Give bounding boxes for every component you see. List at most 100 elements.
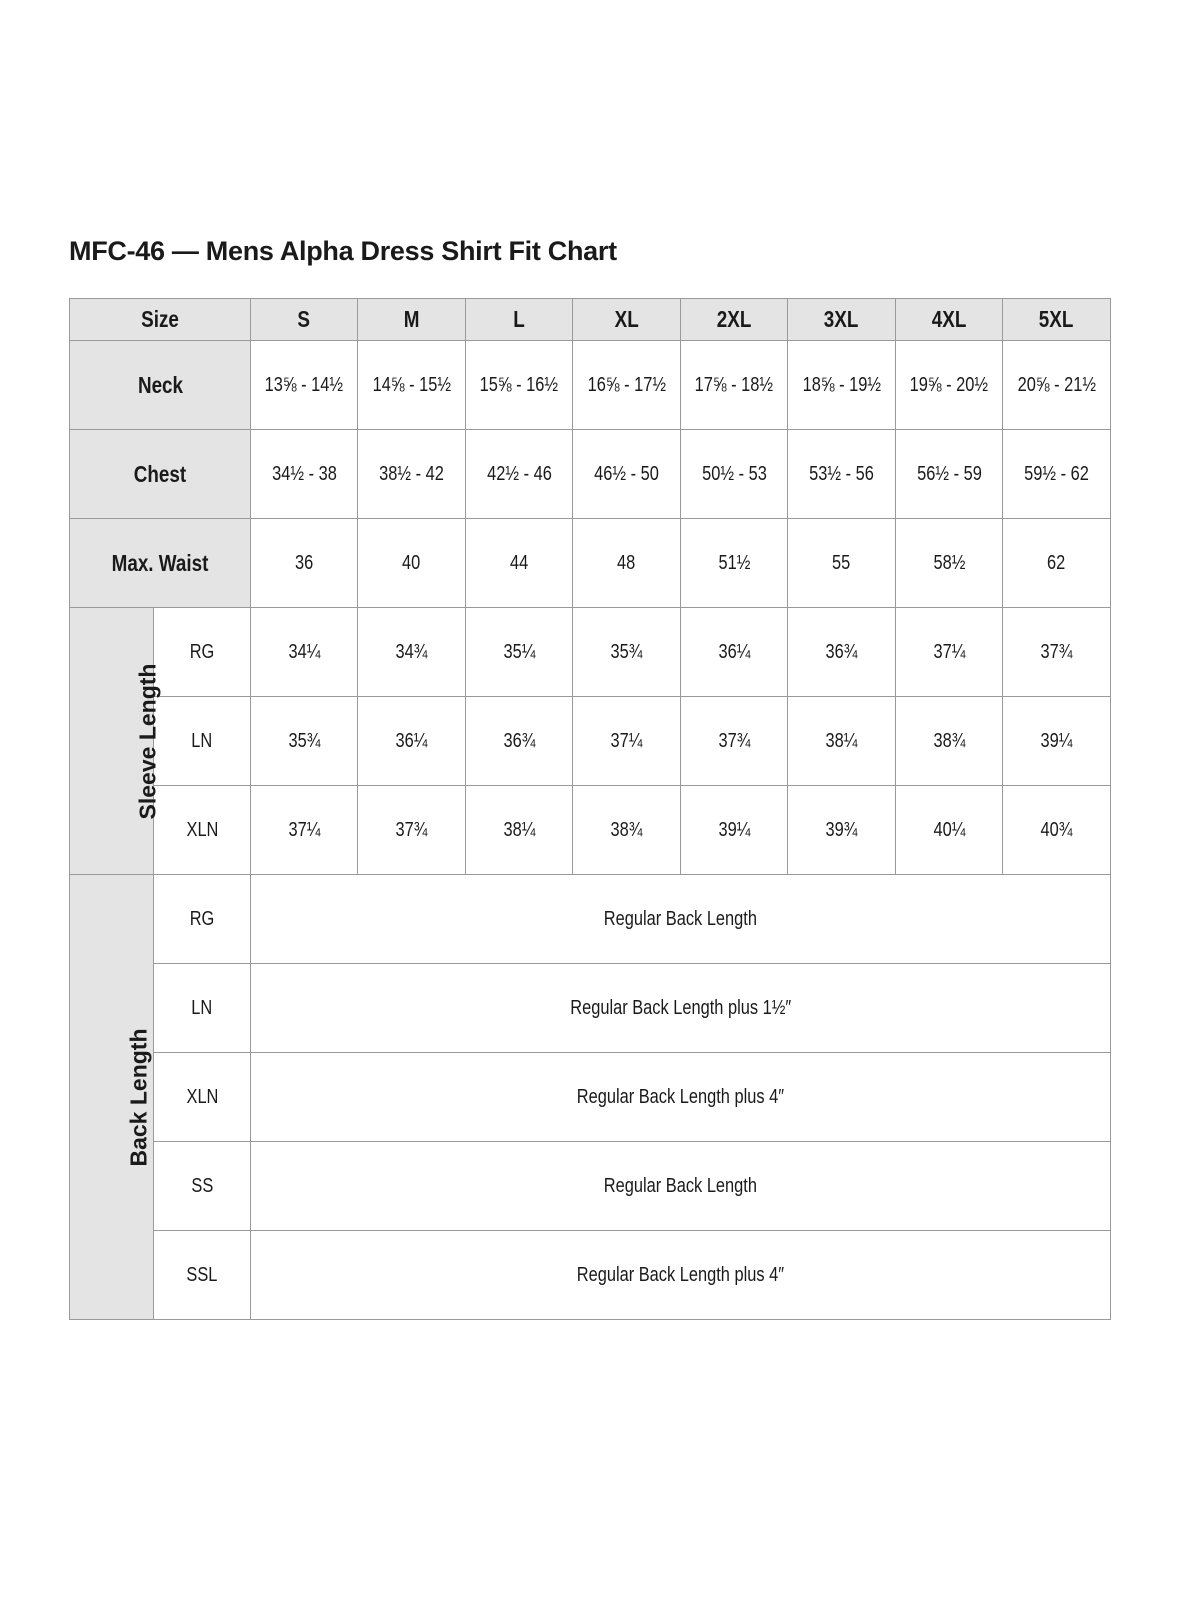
table-row: SS Regular Back Length: [70, 1141, 1111, 1231]
sleeve-cell: 36¾: [787, 607, 896, 697]
measurement-cell: 15⅝ - 16½: [465, 340, 573, 430]
measurement-cell-text: 40: [402, 551, 421, 574]
sleeve-cell-text: 38¾: [610, 818, 643, 841]
sleeve-cell-text: 35¾: [288, 729, 320, 752]
sleeve-cell: 35¾: [572, 607, 681, 697]
back-length-cell-text: Regular Back Length plus 1½″: [570, 996, 791, 1019]
table-row: LN 35¾ 36¼ 36¾ 37¼ 37¾ 38¼ 38¾ 39¼: [70, 696, 1111, 786]
back-fit-label: LN: [153, 963, 251, 1053]
row-label: Max. Waist: [69, 518, 251, 608]
back-length-cell: Regular Back Length: [250, 1141, 1111, 1231]
measurement-cell-text: 48: [617, 551, 636, 574]
sleeve-cell-text: 36¾: [825, 640, 858, 663]
measurement-cell: 46½ - 50: [572, 429, 681, 519]
sleeve-cell: 36¼: [680, 607, 788, 697]
back-length-cell-text: Regular Back Length: [603, 907, 758, 930]
sleeve-cell: 35¼: [465, 607, 573, 697]
sleeve-cell-text: 34¼: [288, 640, 320, 663]
measurement-cell: 48: [572, 518, 681, 608]
table-row: Sleeve Length RG 34¼ 34¾ 35¼ 35¾ 36¼ 36¾ 37¼ 37¾: [69, 607, 1111, 875]
sleeve-cell: 37¾: [1002, 607, 1111, 697]
sleeve-cell: 38¼: [787, 696, 896, 786]
sleeve-cell: 34¼: [250, 607, 358, 697]
measurement-cell-text: 53½ - 56: [809, 462, 874, 485]
size-column-header: XL: [572, 298, 681, 341]
size-column-header-text: 3XL: [824, 306, 859, 332]
measurement-cell: 59½ - 62: [1002, 429, 1111, 519]
sleeve-cell-text: 36¼: [395, 729, 428, 752]
back-fit-label: SS: [153, 1141, 251, 1231]
sleeve-cell-text: 38¼: [503, 818, 535, 841]
row-label: Neck: [69, 340, 251, 430]
sleeve-cell-text: 40¾: [1040, 818, 1073, 841]
sleeve-cell: 37¾: [680, 696, 788, 786]
measurement-cell: 36: [250, 518, 358, 608]
size-column-header: 5XL: [1002, 298, 1111, 341]
sleeve-cell-text: 38¼: [825, 729, 858, 752]
back-length-cell: Regular Back Length plus 4″: [250, 1052, 1111, 1142]
back-fit-label: SSL: [153, 1230, 251, 1320]
size-column-header-text: 5XL: [1039, 306, 1074, 332]
size-column-header-text: L: [513, 306, 525, 332]
measurement-cell: 56½ - 59: [895, 429, 1003, 519]
measurement-cell: 53½ - 56: [787, 429, 896, 519]
back-fit-label: RG: [153, 874, 251, 964]
measurement-cell: 14⅝ - 15½: [357, 340, 466, 430]
row-label-text: Max. Waist: [111, 549, 209, 576]
back-fit-label-text: SSL: [186, 1263, 218, 1286]
sleeve-cell: 38¼: [465, 785, 573, 875]
sleeve-fit-label-text: LN: [191, 729, 213, 752]
sleeve-cell: 39¼: [680, 785, 788, 875]
table-row: Max. Waist 36 40 44 48 51½ 55 58½ 62: [69, 518, 1111, 608]
sleeve-cell: 35¾: [250, 696, 358, 786]
sleeve-length-text: Sleeve Length: [134, 663, 161, 819]
sleeve-cell-text: 37¼: [610, 729, 643, 752]
measurement-cell-text: 17⅝ - 18½: [694, 373, 774, 396]
sleeve-cell-text: 36¼: [718, 640, 750, 663]
sleeve-cell-text: 40¼: [933, 818, 965, 841]
measurement-cell-text: 56½ - 59: [916, 462, 982, 485]
measurement-cell-text: 18⅝ - 19½: [802, 373, 881, 396]
back-fit-label-text: RG: [189, 907, 215, 930]
measurement-cell: 18⅝ - 19½: [787, 340, 896, 430]
measurement-cell: 62: [1002, 518, 1111, 608]
size-column-header-text: XL: [614, 306, 639, 332]
size-header: Size: [69, 298, 251, 341]
measurement-cell-text: 62: [1047, 551, 1066, 574]
size-column-header-text: 4XL: [931, 306, 967, 332]
table-row: XLN Regular Back Length plus 4″: [70, 1052, 1111, 1142]
measurement-cell-text: 38½ - 42: [379, 462, 444, 485]
back-fit-label: XLN: [153, 1052, 251, 1142]
sleeve-cell: 37¾: [357, 785, 466, 875]
back-length-cell-text: Regular Back Length plus 4″: [576, 1085, 785, 1108]
sleeve-fit-label-text: XLN: [186, 818, 218, 841]
measurement-cell: 51½: [680, 518, 788, 608]
measurement-cell: 16⅝ - 17½: [572, 340, 681, 430]
back-length-text: Back Length: [125, 1027, 152, 1167]
size-column-header: 3XL: [787, 298, 896, 341]
sleeve-fit-label-text: RG: [189, 640, 215, 663]
back-length-cell-text: Regular Back Length: [603, 1174, 758, 1197]
measurement-cell: 34½ - 38: [250, 429, 358, 519]
back-length-cell-text: Regular Back Length plus 4″: [576, 1263, 785, 1286]
sleeve-cell-text: 34¾: [395, 640, 428, 663]
sleeve-cell-text: 38¾: [933, 729, 965, 752]
measurement-cell: 58½: [895, 518, 1003, 608]
measurement-cell: 19⅝ - 20½: [895, 340, 1003, 430]
table-row: Size S M L XL 2XL 3XL 4XL 5XL: [69, 298, 1111, 341]
sleeve-cell-text: 37¾: [1040, 640, 1073, 663]
size-column-header: 4XL: [895, 298, 1003, 341]
sleeve-cell-text: 39¼: [718, 818, 750, 841]
table-row: Chest 34½ - 38 38½ - 42 42½ - 46 46½ - 50 50½…: [69, 429, 1111, 519]
page-title: MFC-46 — Mens Alpha Dress Shirt Fit Char…: [69, 236, 617, 266]
sleeve-cell: 39¼: [1002, 696, 1111, 786]
measurement-cell-text: 16⅝ - 17½: [587, 373, 666, 396]
measurement-cell-text: 42½ - 46: [486, 462, 552, 485]
sleeve-cell: 38¾: [572, 785, 681, 875]
measurement-cell-text: 15⅝ - 16½: [479, 373, 559, 396]
sleeve-cell: 34¾: [357, 607, 466, 697]
back-length-label: Back Length: [69, 874, 154, 1320]
measurement-cell-text: 20⅝ - 21½: [1017, 373, 1096, 396]
measurement-cell: 17⅝ - 18½: [680, 340, 788, 430]
measurement-cell-text: 59½ - 62: [1024, 462, 1089, 485]
